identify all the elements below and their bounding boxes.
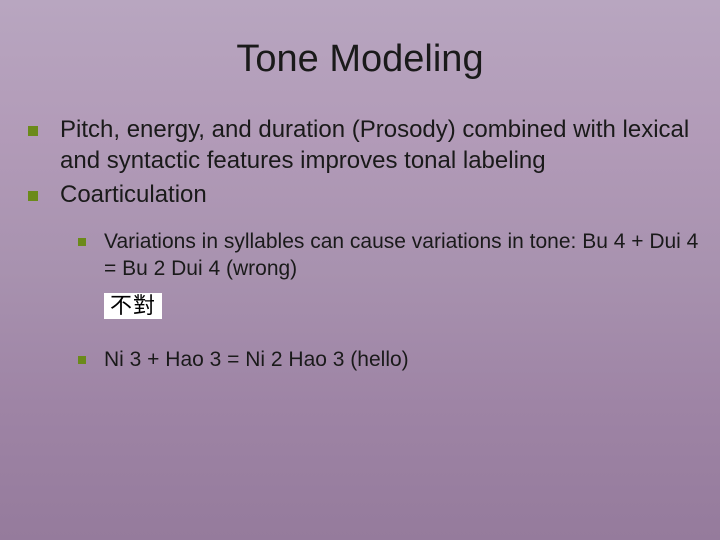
sub-bullet-text: Ni 3 + Hao 3 = Ni 2 Hao 3 (hello) bbox=[104, 347, 409, 374]
square-bullet-icon bbox=[78, 238, 86, 246]
bullet-item: Pitch, energy, and duration (Prosody) co… bbox=[28, 115, 700, 176]
square-bullet-icon bbox=[78, 356, 86, 364]
chinese-characters-box: 不對 bbox=[104, 293, 162, 319]
sub-bullet-text: Variations in syllables can cause variat… bbox=[104, 229, 700, 283]
slide-title: Tone Modeling bbox=[0, 0, 720, 115]
sub-bullet-item: Ni 3 + Hao 3 = Ni 2 Hao 3 (hello) bbox=[78, 347, 700, 374]
sub-bullet-item: Variations in syllables can cause variat… bbox=[78, 229, 700, 283]
sub-bullets-2: Ni 3 + Hao 3 = Ni 2 Hao 3 (hello) bbox=[0, 347, 720, 374]
square-bullet-icon bbox=[28, 126, 38, 136]
square-bullet-icon bbox=[28, 191, 38, 201]
sub-bullets: Variations in syllables can cause variat… bbox=[0, 229, 720, 283]
bullet-item: Coarticulation bbox=[28, 180, 700, 211]
main-bullets: Pitch, energy, and duration (Prosody) co… bbox=[0, 115, 720, 211]
bullet-text: Coarticulation bbox=[60, 180, 207, 211]
bullet-text: Pitch, energy, and duration (Prosody) co… bbox=[60, 115, 700, 176]
